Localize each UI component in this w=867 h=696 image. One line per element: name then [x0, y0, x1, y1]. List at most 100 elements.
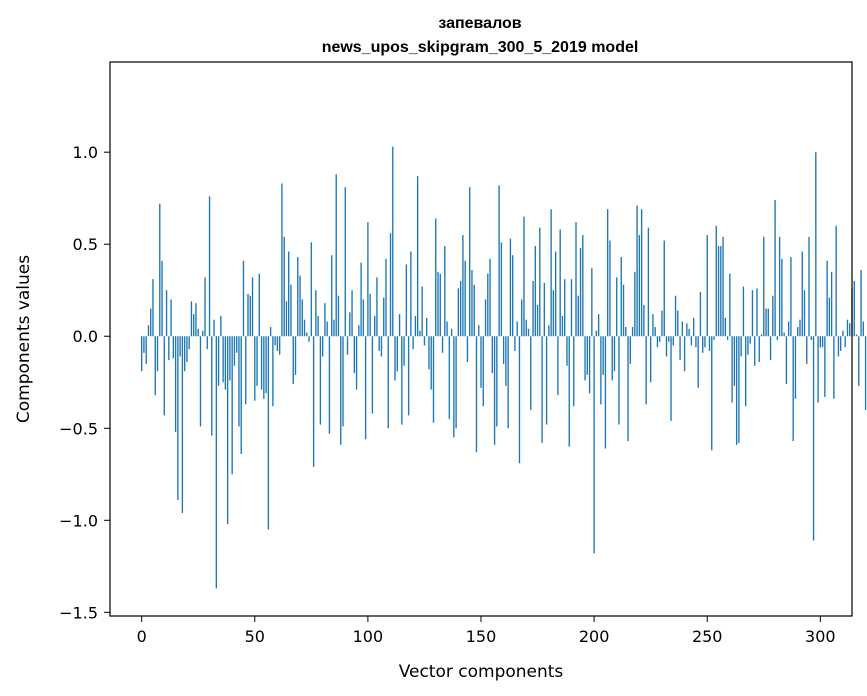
bar-156 — [493, 336, 496, 445]
bar-4 — [150, 308, 152, 337]
bar-73 — [306, 332, 308, 337]
bar-46 — [245, 336, 247, 405]
bar-223 — [645, 336, 647, 405]
bar-139 — [455, 336, 457, 429]
bar-107 — [383, 297, 385, 337]
bar-296 — [810, 336, 812, 340]
bar-36 — [222, 336, 224, 383]
bar-207 — [609, 240, 611, 337]
x-axis-ticks: 0 50 100 150 200 250 300 — [137, 616, 836, 646]
bar-213 — [622, 284, 625, 337]
bar-10 — [163, 336, 165, 416]
bar-320 — [864, 336, 867, 410]
bar-199 — [591, 268, 593, 337]
bar-137 — [450, 328, 453, 337]
bar-38 — [226, 336, 229, 524]
bar-234 — [670, 336, 672, 421]
y-tick-label-2: −0.5 — [59, 419, 98, 438]
bar-72 — [303, 319, 306, 337]
bar-297 — [812, 336, 815, 541]
bar-104 — [376, 277, 378, 337]
bar-255 — [717, 246, 720, 337]
bar-174 — [534, 246, 536, 337]
bar-237 — [677, 310, 679, 337]
bar-21 — [188, 336, 190, 350]
bar-155 — [491, 336, 493, 374]
bar-165 — [514, 336, 516, 351]
bar-195 — [582, 235, 584, 337]
bar-41 — [233, 336, 236, 366]
bar-263 — [735, 336, 738, 445]
bar-59 — [274, 336, 276, 346]
bar-311 — [844, 336, 846, 348]
bar-90 — [344, 187, 346, 337]
y-axis-label: Components values — [14, 255, 34, 423]
bars-layer — [140, 146, 867, 589]
bar-313 — [849, 323, 851, 337]
bar-126 — [426, 317, 428, 337]
bar-161 — [505, 336, 507, 386]
plot-area-frame — [109, 61, 853, 617]
bar-124 — [421, 286, 423, 337]
bar-250 — [706, 235, 708, 337]
bar-264 — [738, 336, 740, 443]
bar-12 — [168, 336, 170, 361]
bar-142 — [462, 235, 464, 337]
bar-52 — [258, 273, 260, 337]
bar-285 — [785, 336, 788, 385]
bar-215 — [627, 336, 629, 442]
bar-50 — [254, 336, 256, 401]
bar-66 — [290, 284, 292, 337]
bar-74 — [308, 336, 310, 342]
bar-0 — [140, 336, 143, 372]
bar-201 — [595, 330, 598, 337]
y-tick-label-5: 1.0 — [73, 143, 98, 162]
bar-178 — [543, 282, 546, 337]
bar-238 — [679, 336, 681, 361]
bar-246 — [697, 336, 699, 388]
bar-294 — [806, 336, 808, 364]
bar-182 — [552, 290, 555, 337]
bar-189 — [568, 336, 570, 447]
bar-123 — [419, 330, 421, 337]
bar-112 — [394, 336, 396, 381]
bar-196 — [584, 336, 586, 381]
bar-291 — [799, 319, 801, 337]
bar-316 — [855, 334, 858, 337]
bar-110 — [389, 233, 392, 337]
bar-77 — [315, 290, 317, 337]
bar-11 — [165, 290, 168, 337]
bar-58 — [272, 336, 274, 407]
bar-78 — [317, 315, 319, 337]
bar-23 — [193, 314, 195, 337]
bar-144 — [466, 336, 469, 363]
bar-8 — [159, 203, 161, 337]
bar-69 — [297, 257, 299, 337]
bar-293 — [803, 290, 806, 337]
bar-143 — [464, 260, 466, 337]
bar-200 — [593, 336, 595, 554]
x-tick-label-6: 300 — [805, 627, 836, 646]
bar-228 — [656, 336, 659, 348]
bar-272 — [756, 288, 758, 337]
bar-25 — [197, 328, 199, 337]
bar-26 — [199, 336, 202, 427]
bar-188 — [566, 336, 568, 366]
bar-181 — [550, 209, 552, 337]
bar-307 — [835, 225, 837, 337]
bar-9 — [161, 260, 163, 337]
bar-299 — [817, 336, 819, 403]
bar-253 — [713, 336, 715, 340]
bar-283 — [781, 258, 783, 337]
bar-169 — [523, 216, 525, 337]
bar-48 — [249, 295, 251, 337]
bar-309 — [840, 336, 842, 351]
bar-209 — [613, 336, 616, 372]
bar-102 — [371, 336, 374, 414]
bar-158 — [498, 185, 500, 337]
bar-15 — [174, 336, 177, 432]
bar-184 — [557, 336, 559, 396]
x-axis-label: Vector components — [399, 662, 564, 682]
bar-24 — [195, 303, 197, 337]
bar-28 — [204, 277, 206, 337]
